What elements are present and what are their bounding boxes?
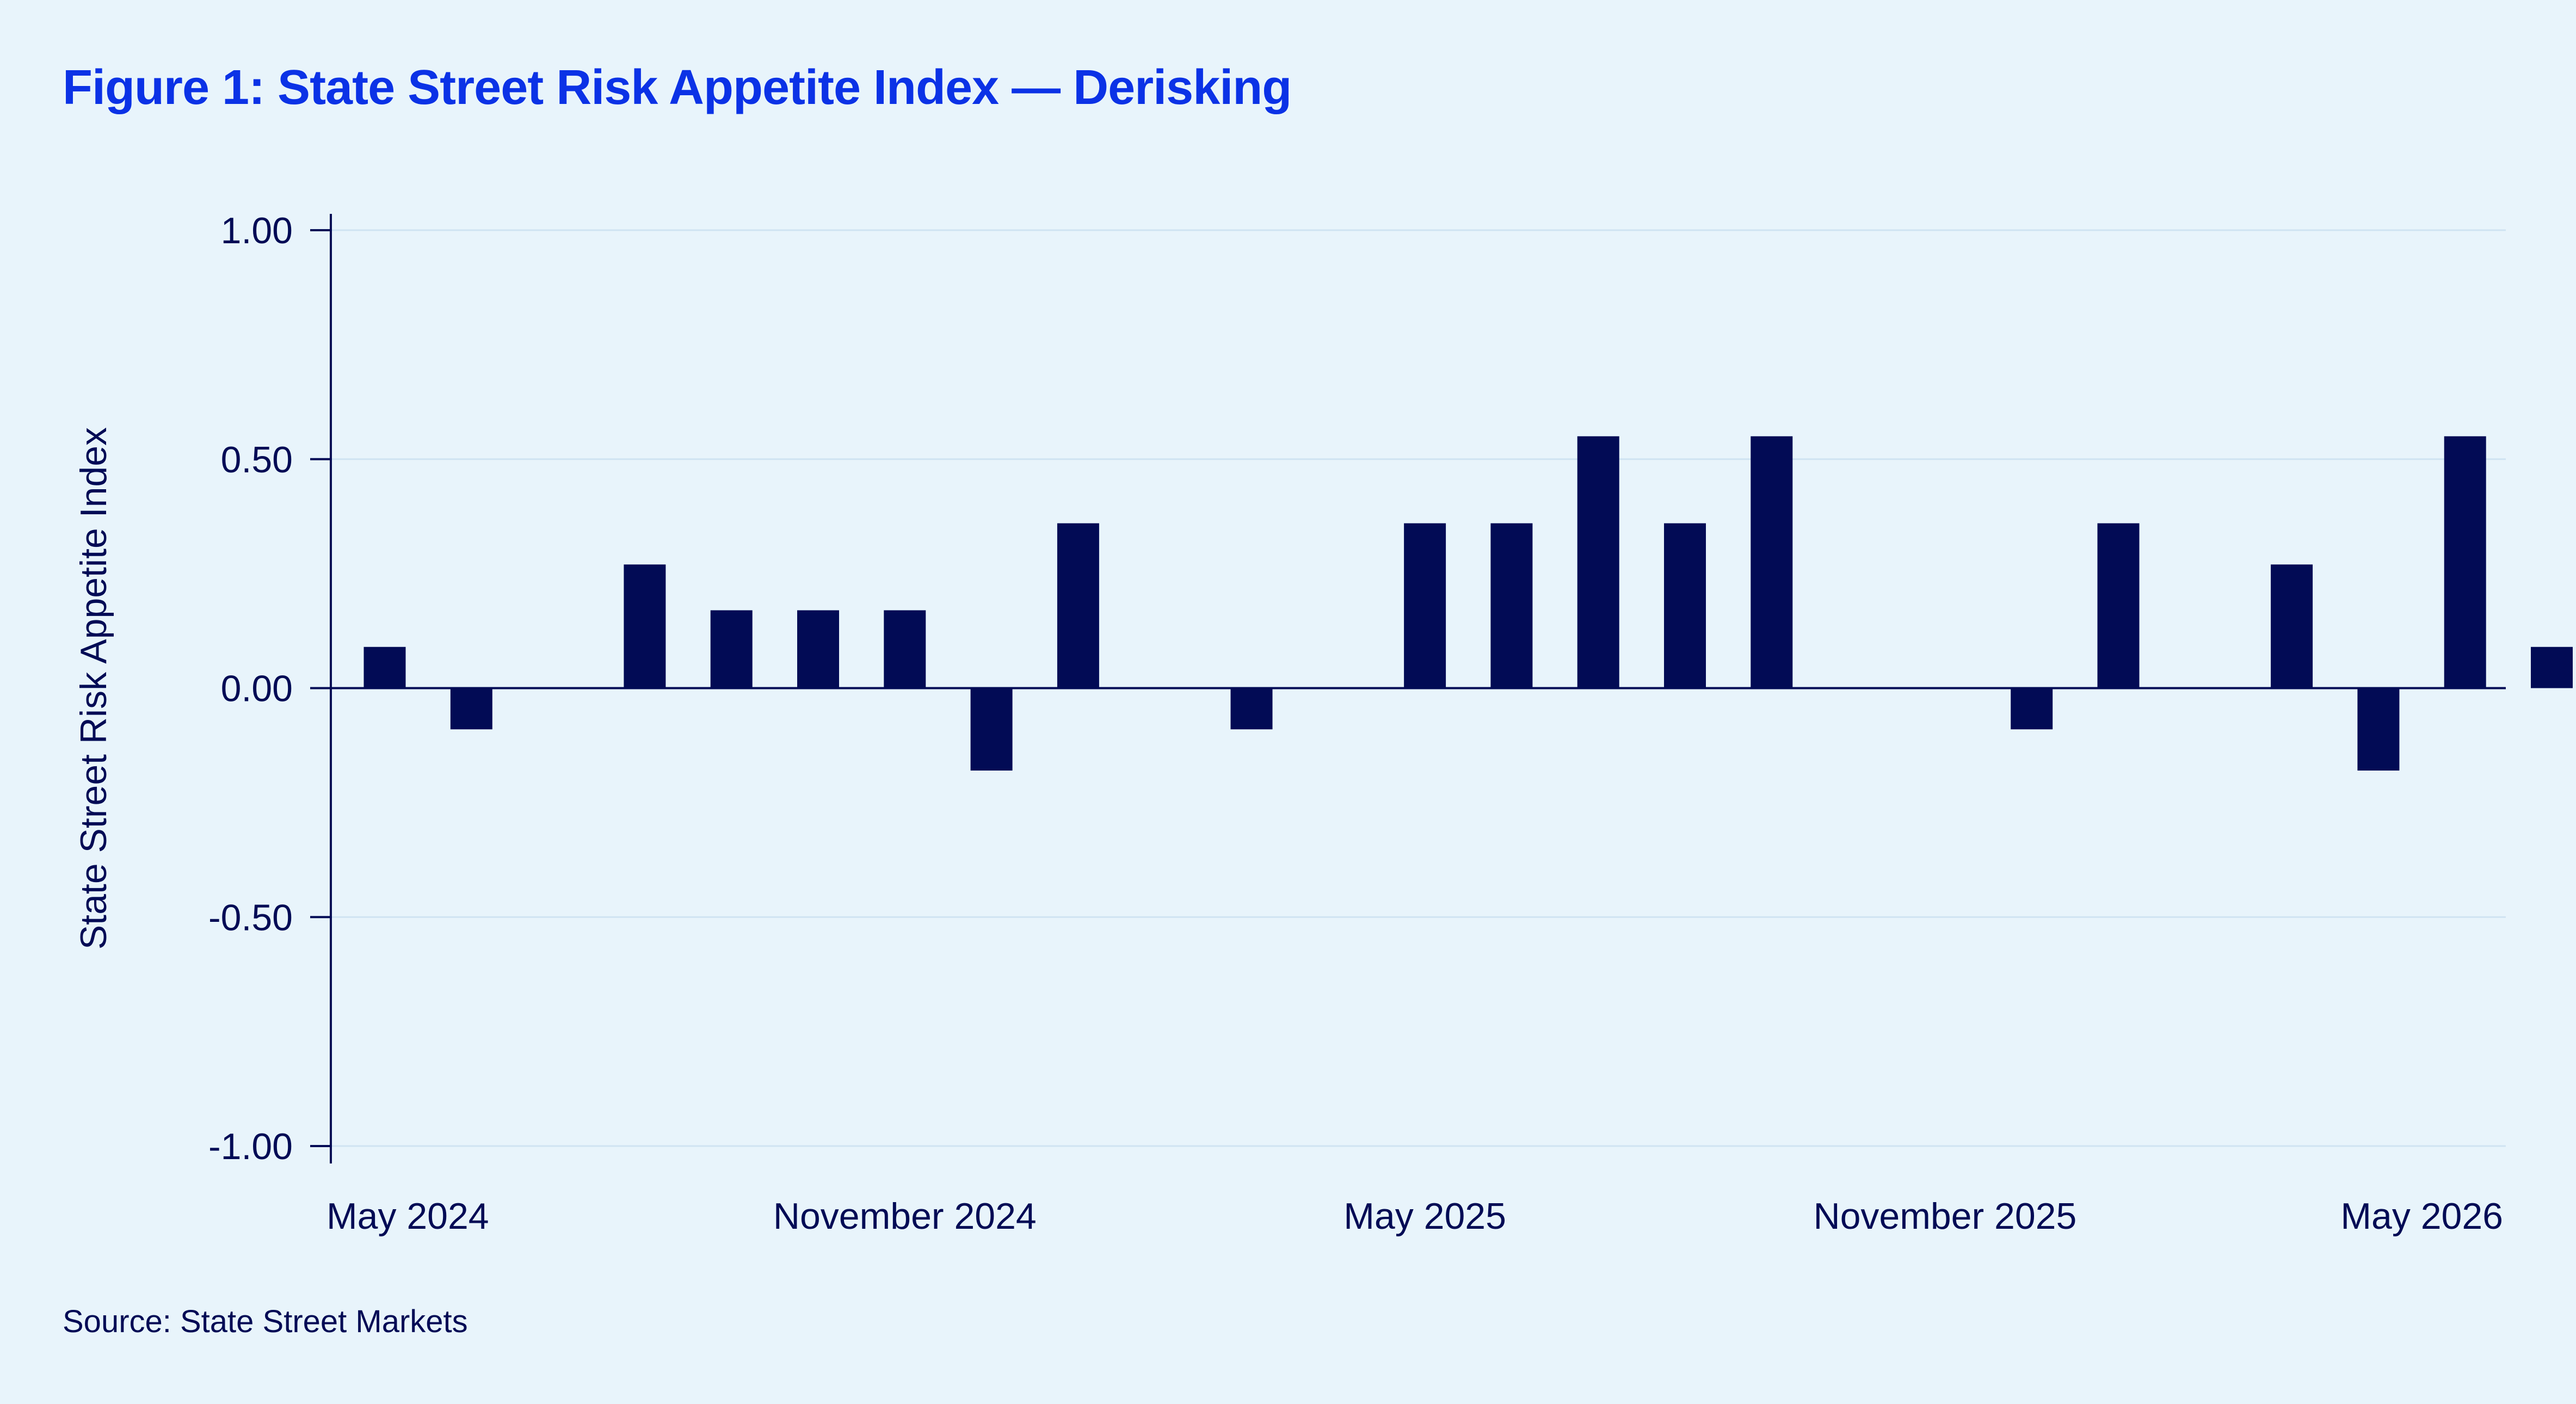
bar-2025-03 [1230,688,1273,730]
bar-2025-07 [1577,436,1619,688]
bar-2026-05 [2444,436,2486,688]
y-tick-labels: 1.00 0.50 0.00 -0.50 -1.00 [208,210,293,1167]
bar-2025-08 [1664,523,1706,688]
axes [310,214,2506,1163]
x-tick-label: May 2025 [1344,1196,1506,1237]
bar-2025-01 [1057,523,1099,688]
y-tick-label: -1.00 [208,1126,293,1167]
y-tick-label: 1.00 [221,210,293,251]
bar-2024-05 [363,646,406,688]
bar-2026-03 [2271,564,2313,688]
x-tick-label: May 2024 [326,1196,489,1237]
bar-2024-08 [624,564,666,688]
bar-2025-05 [1404,523,1446,688]
bar-2024-06 [450,688,492,730]
y-axis-label: State Street Risk Appetite Index [73,427,114,950]
bar-2026-04 [2357,688,2400,771]
y-tick-label: -0.50 [208,897,293,938]
source-note: Source: State Street Markets [63,1304,468,1339]
bar-2026-01 [2097,523,2140,688]
chart-title: Figure 1: State Street Risk Appetite Ind… [63,60,1292,115]
bar-2025-09 [1751,436,1793,688]
bar-2025-12 [2011,688,2053,730]
x-tick-label: May 2026 [2340,1196,2503,1237]
x-tick-label: November 2024 [773,1196,1037,1237]
bar-2024-10 [797,610,839,688]
bar-2026-06 [2531,646,2573,688]
y-tick-label: 0.00 [221,668,293,710]
bar-2024-09 [710,610,753,688]
bar-2024-11 [884,610,926,688]
gridlines [331,229,2506,1147]
bar-2025-06 [1490,523,1533,688]
x-tick-label: November 2025 [1813,1196,2076,1237]
x-tick-labels: May 2024 November 2024 May 2025 November 20… [326,1196,2503,1237]
bar-2024-12 [970,688,1013,771]
bars [363,436,2573,771]
y-tick-label: 0.50 [221,439,293,481]
